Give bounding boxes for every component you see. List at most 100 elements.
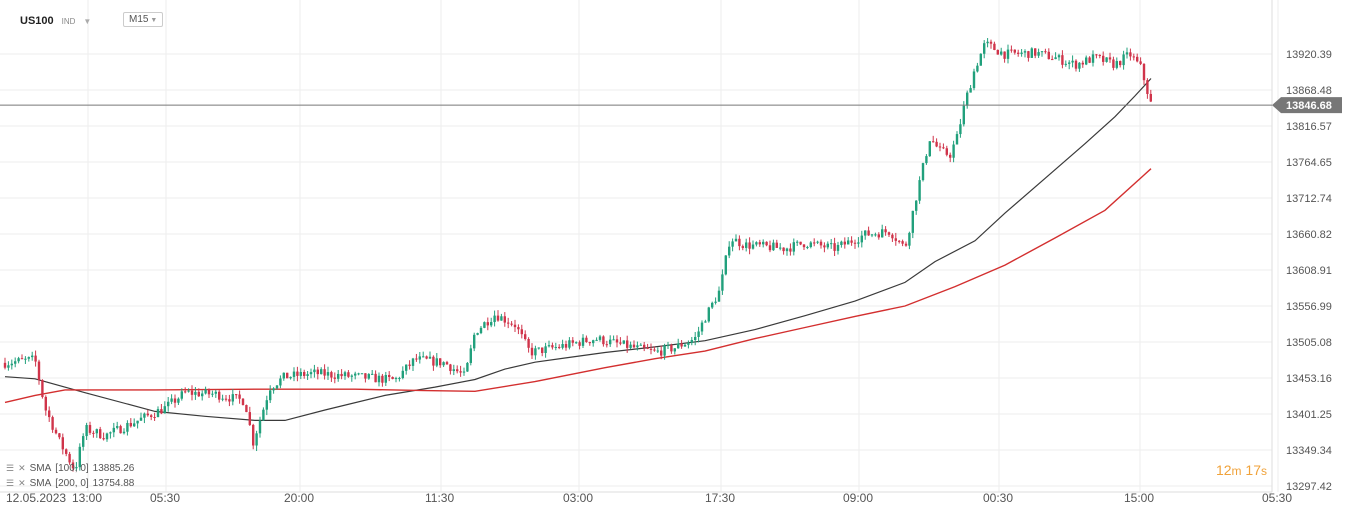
candle-body	[762, 241, 765, 245]
price-tag-bg	[1272, 97, 1342, 114]
candle-body	[126, 422, 129, 432]
settings-icon[interactable]: ☰	[6, 463, 15, 473]
candle-body	[1091, 54, 1095, 63]
candle-body	[564, 344, 568, 348]
candle-body	[619, 342, 622, 344]
candle-body	[1054, 57, 1057, 60]
candle-body	[296, 371, 299, 376]
candle-body	[588, 342, 591, 344]
candle-body	[473, 334, 476, 349]
chevron-down-icon[interactable]: ▼	[83, 16, 92, 26]
candle-body	[330, 372, 333, 378]
candle-body	[925, 156, 928, 164]
candle-body	[867, 230, 870, 236]
candle-body	[272, 388, 275, 391]
indicator-legend-sma100[interactable]: ☰ ✕ SMA [100, 0] 13885.26	[6, 463, 134, 474]
candle-body	[129, 422, 132, 427]
candle-body	[44, 396, 47, 411]
candle-body	[666, 345, 670, 347]
candle-body	[326, 372, 330, 376]
candle-body	[942, 147, 945, 149]
candle-body	[252, 424, 255, 446]
candle-body	[41, 380, 44, 397]
candle-body	[537, 347, 540, 349]
y-axis: 13920.39 13868.48 13816.57 13764.65 13712.74…	[1286, 49, 1332, 493]
candle-body	[469, 348, 472, 363]
candle-body	[190, 390, 194, 395]
candle-body	[609, 339, 612, 345]
indicator-legend-sma200[interactable]: ☰ ✕ SMA [200, 0] 13754.88	[6, 478, 134, 489]
x-tick-label: 11:30	[425, 491, 454, 505]
candle-body	[901, 241, 904, 244]
candle-body	[354, 373, 357, 376]
candle-body	[949, 154, 952, 158]
grid-lines	[0, 0, 1279, 493]
candle-body	[1119, 61, 1122, 66]
candle-body	[167, 401, 170, 407]
candle-body	[456, 369, 459, 372]
candle-body	[972, 71, 976, 89]
candle-body	[1085, 57, 1088, 65]
candle-body	[214, 391, 217, 394]
candle-body	[898, 240, 901, 242]
candle-body	[1030, 48, 1033, 58]
candle-body	[700, 322, 704, 332]
indicator-name: SMA	[29, 463, 52, 474]
candle-body	[554, 346, 557, 348]
close-icon[interactable]: ✕	[18, 463, 26, 473]
candle-body	[745, 242, 748, 248]
candle-body	[173, 398, 177, 403]
candle-body	[976, 65, 979, 72]
candle-body	[1020, 52, 1023, 54]
candle-body	[1061, 55, 1064, 65]
candle-body	[789, 248, 792, 252]
y-tick-label: 13401.25	[1286, 409, 1332, 421]
candle-body	[388, 374, 391, 377]
close-icon[interactable]: ✕	[18, 478, 26, 488]
candle-body	[697, 331, 700, 337]
candle-body	[1122, 54, 1125, 66]
candle-body	[350, 375, 353, 377]
candle-body	[513, 324, 517, 328]
candle-body	[806, 247, 809, 249]
x-axis: 12.05.2023 13:00 05:30 20:00 11:30 03:00 17:30…	[6, 491, 1292, 505]
candle-body	[231, 394, 234, 402]
instrument-header[interactable]: US100 IND ▼	[20, 12, 91, 30]
y-tick-label: 13556.99	[1286, 301, 1332, 313]
candle-body	[670, 345, 673, 352]
candle-body	[503, 316, 506, 323]
candle-body	[741, 246, 744, 248]
candle-body	[877, 234, 880, 238]
candle-body	[602, 336, 605, 345]
candle-body	[921, 163, 925, 181]
candle-body	[813, 242, 816, 244]
candle-body	[1081, 62, 1084, 65]
candle-body	[71, 462, 75, 469]
candle-body	[20, 358, 24, 360]
symbol-label[interactable]: US100	[20, 15, 54, 27]
x-tick-label: 13:00	[72, 491, 102, 505]
candle-body	[462, 371, 466, 373]
candles	[3, 38, 1152, 472]
candle-body	[85, 425, 88, 437]
candle-body	[547, 345, 551, 347]
indicator-value: 13885.26	[92, 463, 135, 474]
candle-body	[908, 232, 911, 246]
candle-body	[904, 243, 908, 246]
candle-body	[343, 372, 347, 377]
candle-body	[677, 343, 680, 349]
candle-body	[959, 124, 962, 135]
candle-body	[694, 336, 697, 340]
candle-body	[860, 235, 863, 243]
candle-body	[1040, 51, 1044, 53]
candle-body	[792, 242, 795, 252]
indicator-params: [200, 0]	[55, 478, 89, 489]
candle-body	[500, 316, 503, 321]
candle-body	[435, 358, 438, 366]
timeframe-selector[interactable]: M15 ▼	[123, 12, 164, 27]
candle-body	[238, 394, 241, 399]
settings-icon[interactable]: ☰	[6, 478, 15, 488]
candle-body	[289, 376, 292, 379]
candle-body	[180, 391, 183, 399]
